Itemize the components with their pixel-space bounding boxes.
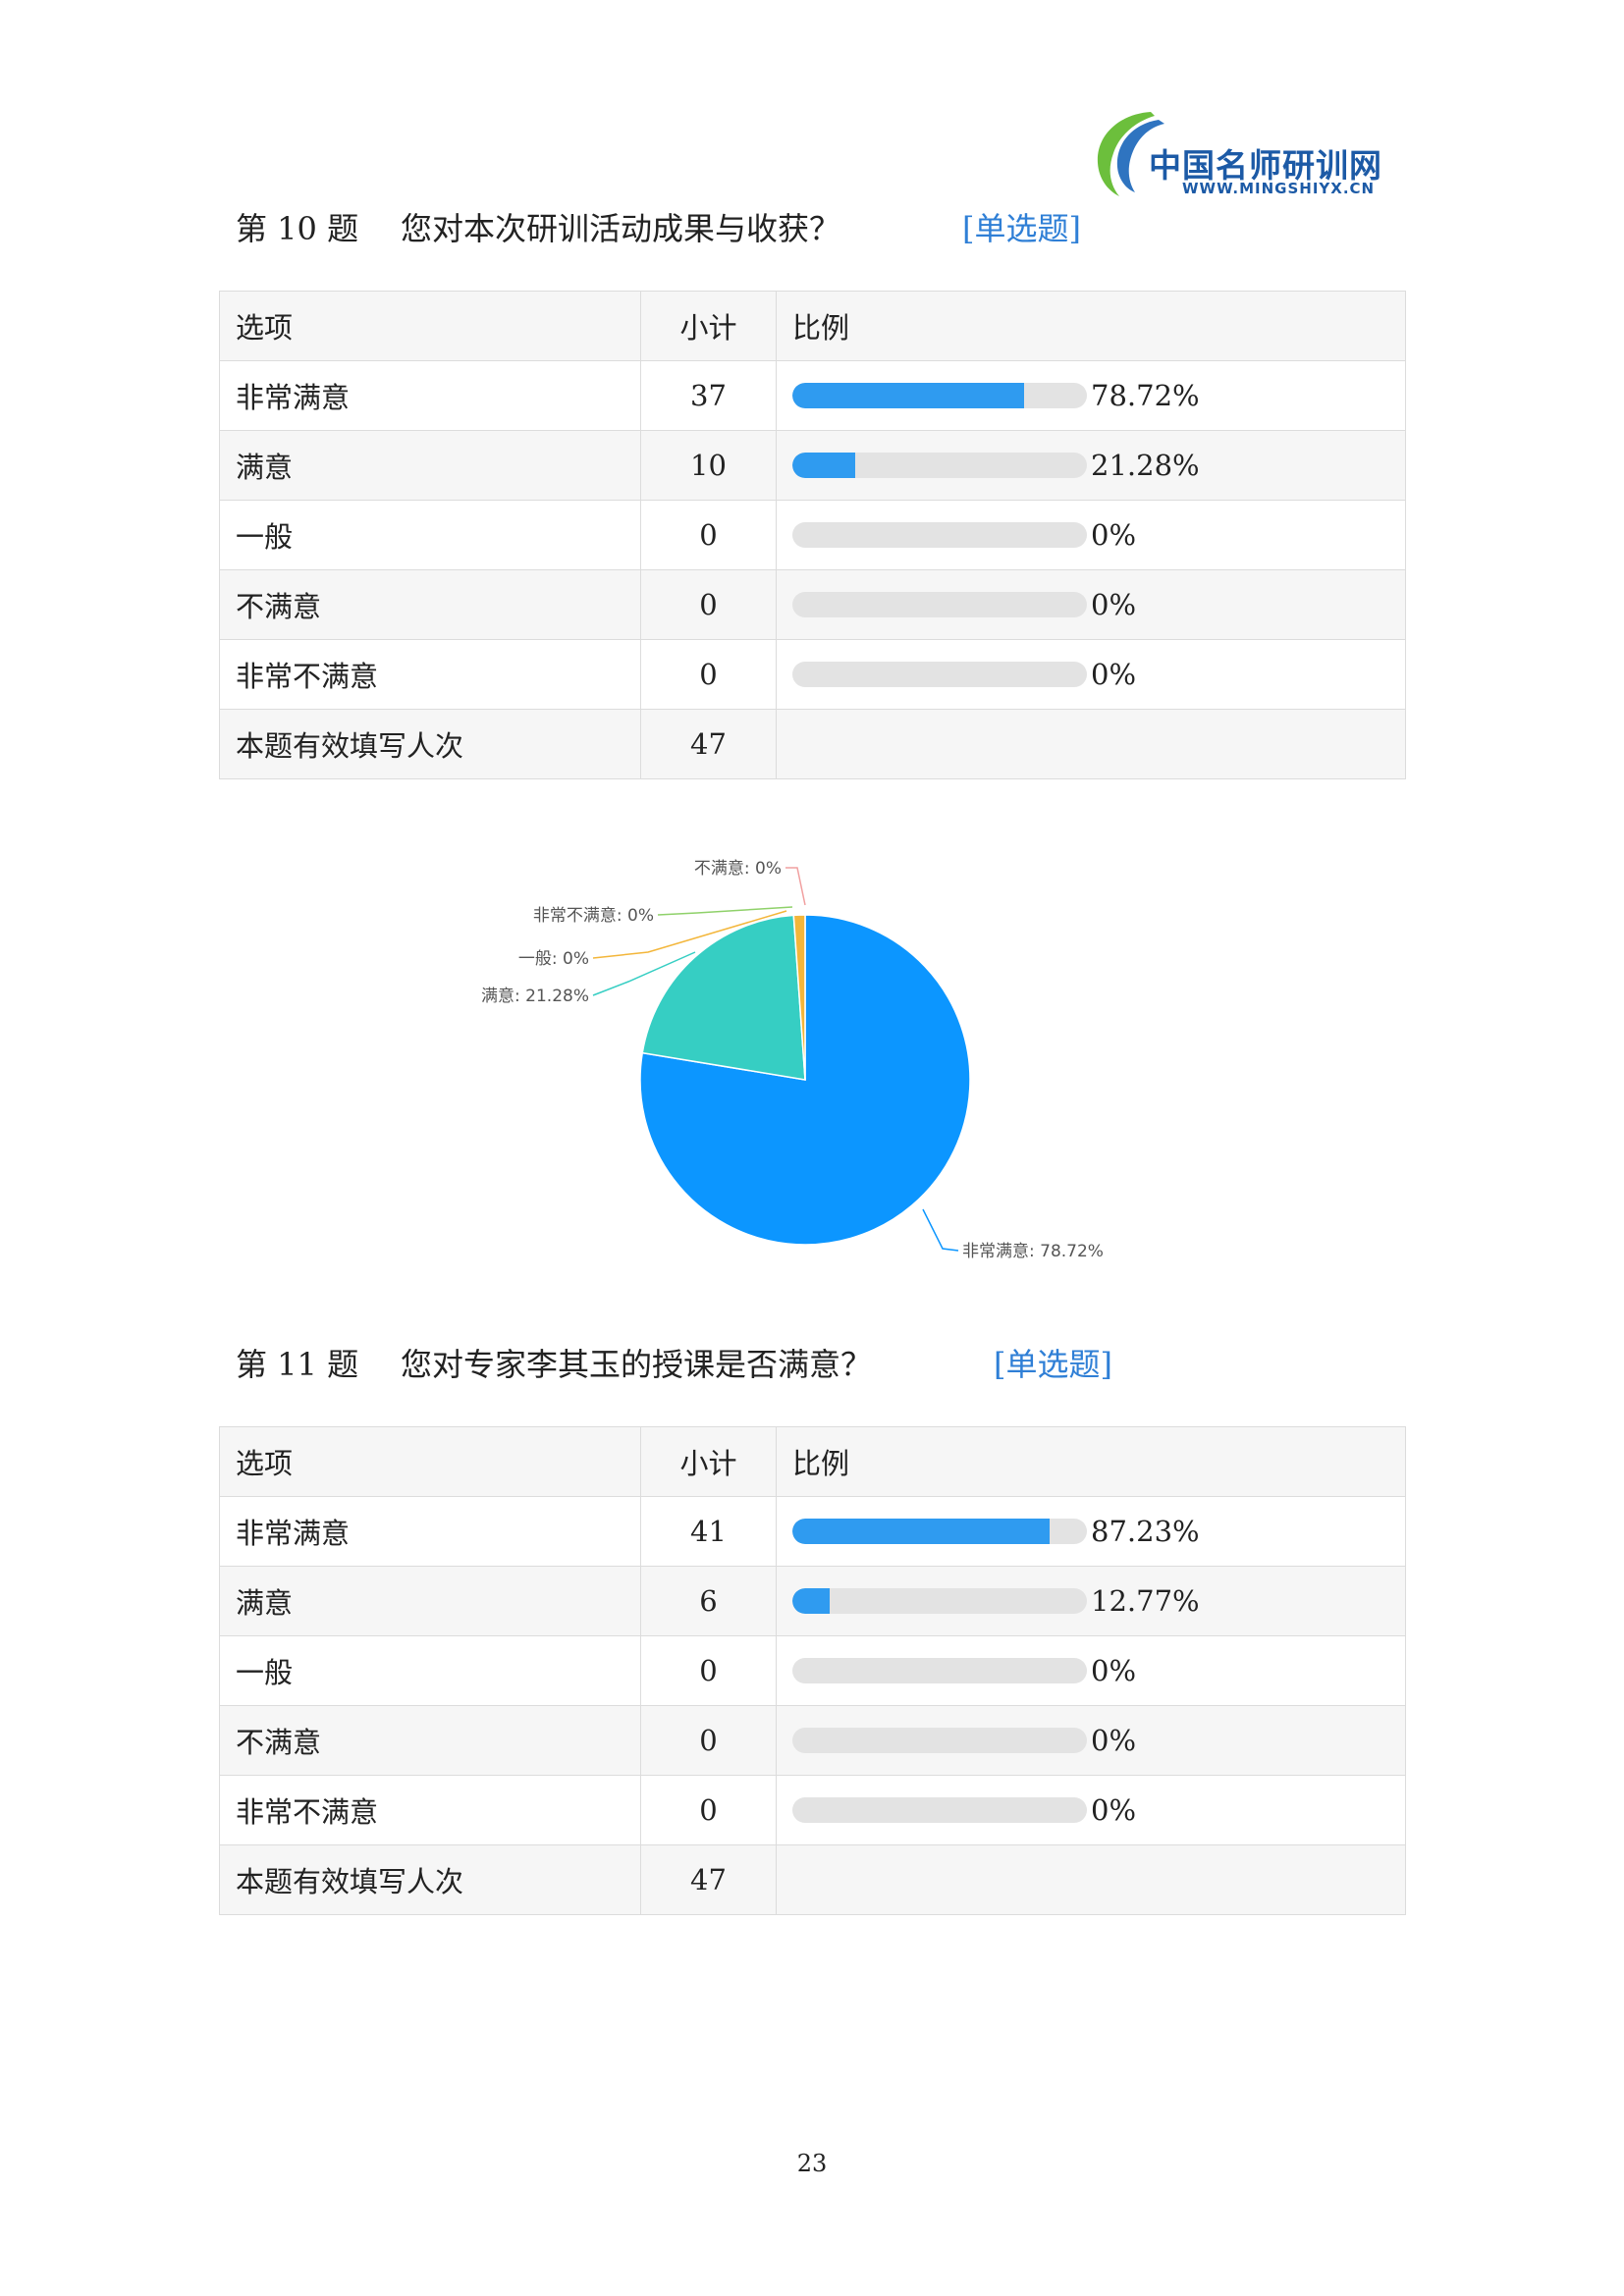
table-row: 非常满意 41 87.23% xyxy=(219,1496,1406,1567)
option-label: 满意 xyxy=(219,430,641,501)
ratio-bar xyxy=(792,1658,1087,1683)
table-total-row: 本题有效填写人次 47 xyxy=(219,1844,1406,1915)
question-11-type: [单选题] xyxy=(994,1346,1112,1383)
ratio-bar xyxy=(792,1728,1087,1753)
option-count: 0 xyxy=(640,569,777,640)
table-total-row: 本题有效填写人次 47 xyxy=(219,709,1406,779)
table-row: 一般 0 0% xyxy=(219,500,1406,570)
col-option-header: 选项 xyxy=(219,1426,641,1497)
ratio-percent: 0% xyxy=(1091,658,1137,691)
question-10-number: 第 10 题 xyxy=(236,210,359,247)
col-ratio-header: 比例 xyxy=(776,291,1406,361)
pie-leader-line-5 xyxy=(657,906,793,916)
page-number: 23 xyxy=(796,2150,828,2177)
table-header-row: 选项 小计 比例 xyxy=(219,1426,1406,1497)
logo-title: 中国名师研训网 xyxy=(1149,146,1382,185)
table-row: 不满意 0 0% xyxy=(219,1705,1406,1776)
pie-chart: 非常满意: 78.72% 满意: 21.28% 一般: 0% 非常不满意: 0% 不满意… xyxy=(481,859,1104,1261)
table-row: 一般 0 0% xyxy=(219,1635,1406,1706)
ratio-percent: 0% xyxy=(1091,1654,1137,1687)
ratio-bar xyxy=(792,592,1087,617)
ratio-bar xyxy=(792,1519,1087,1544)
ratio-bar xyxy=(792,662,1087,687)
table-row: 满意 6 12.77% xyxy=(219,1566,1406,1636)
ratio-percent: 78.72% xyxy=(1091,379,1200,412)
ratio-percent: 0% xyxy=(1091,1793,1137,1827)
option-count: 6 xyxy=(640,1566,777,1636)
option-count: 10 xyxy=(640,430,777,501)
question-11-table: 选项 小计 比例 非常满意 41 87.23% 满意 6 12.77% 一般 0… xyxy=(219,1426,1406,1915)
pie-label-1: 非常满意: 78.72% xyxy=(962,1242,1104,1261)
table-row: 不满意 0 0% xyxy=(219,569,1406,640)
col-count-header: 小计 xyxy=(640,291,777,361)
total-empty-cell xyxy=(776,709,1406,779)
option-count: 0 xyxy=(640,1635,777,1706)
option-label: 非常满意 xyxy=(219,360,641,431)
table-row: 非常不满意 0 0% xyxy=(219,1775,1406,1845)
pie-leader-line-3 xyxy=(592,910,787,959)
option-label: 非常满意 xyxy=(219,1496,641,1567)
option-count: 0 xyxy=(640,639,777,710)
pie-leader-line-1 xyxy=(922,1208,959,1252)
question-11-heading: 第 11 题 您对专家李其玉的授课是否满意？ xyxy=(236,1340,872,1385)
total-count: 47 xyxy=(640,709,777,779)
question-10-type: [单选题] xyxy=(962,210,1081,247)
pie-label-4: 不满意: 0% xyxy=(694,859,782,879)
col-option-header: 选项 xyxy=(219,291,641,361)
ratio-bar xyxy=(792,453,1087,478)
option-count: 0 xyxy=(640,1705,777,1776)
pie-slice-2 xyxy=(641,914,806,1081)
ratio-bar-fill xyxy=(792,1588,831,1614)
table-row: 非常不满意 0 0% xyxy=(219,639,1406,710)
total-label: 本题有效填写人次 xyxy=(219,1844,641,1915)
ratio-bar xyxy=(792,1588,1087,1614)
logo-swoosh-icon xyxy=(1097,112,1164,196)
ratio-bar-fill xyxy=(792,1519,1050,1544)
ratio-percent: 0% xyxy=(1091,1724,1137,1757)
ratio-bar-fill xyxy=(792,383,1025,408)
pie-leader-line-4 xyxy=(785,867,806,906)
ratio-percent: 0% xyxy=(1091,588,1137,621)
ratio-percent: 0% xyxy=(1091,518,1137,552)
ratio-percent: 21.28% xyxy=(1091,449,1200,482)
question-10-table: 选项 小计 比例 非常满意 37 78.72% 满意 10 21.28% 一般 … xyxy=(219,291,1406,779)
total-count: 47 xyxy=(640,1844,777,1915)
logo-url: WWW.MINGSHIYX.CN xyxy=(1182,180,1376,197)
ratio-bar xyxy=(792,522,1087,548)
option-count: 0 xyxy=(640,500,777,570)
table-row: 非常满意 37 78.72% xyxy=(219,360,1406,431)
option-label: 一般 xyxy=(219,1635,641,1706)
option-label: 非常不满意 xyxy=(219,1775,641,1845)
option-label: 一般 xyxy=(219,500,641,570)
option-label: 不满意 xyxy=(219,1705,641,1776)
option-label: 非常不满意 xyxy=(219,639,641,710)
ratio-percent: 12.77% xyxy=(1091,1584,1200,1618)
ratio-percent: 87.23% xyxy=(1091,1515,1200,1548)
question-11-title: 您对专家李其玉的授课是否满意？ xyxy=(401,1346,873,1383)
pie-leader-line-2 xyxy=(592,951,696,996)
table-row: 满意 10 21.28% xyxy=(219,430,1406,501)
col-ratio-header: 比例 xyxy=(776,1426,1406,1497)
question-10-title: 您对本次研训活动成果与收获？ xyxy=(401,210,841,247)
site-logo: 中国名师研训网 WWW.MINGSHIYX.CN xyxy=(1090,106,1394,204)
option-label: 满意 xyxy=(219,1566,641,1636)
ratio-bar xyxy=(792,1797,1087,1823)
pie-label-5: 非常不满意: 0% xyxy=(533,906,654,926)
table-header-row: 选项 小计 比例 xyxy=(219,291,1406,361)
total-empty-cell xyxy=(776,1844,1406,1915)
option-count: 37 xyxy=(640,360,777,431)
ratio-bar xyxy=(792,383,1087,408)
question-11-number: 第 11 题 xyxy=(236,1346,359,1383)
col-count-header: 小计 xyxy=(640,1426,777,1497)
option-count: 0 xyxy=(640,1775,777,1845)
pie-label-2: 满意: 21.28% xyxy=(481,987,589,1006)
option-label: 不满意 xyxy=(219,569,641,640)
question-10-heading: 第 10 题 您对本次研训活动成果与收获？ xyxy=(236,204,840,249)
pie-label-3: 一般: 0% xyxy=(518,949,589,969)
ratio-bar-fill xyxy=(792,453,855,478)
pie-slice-3 xyxy=(792,914,806,1081)
total-label: 本题有效填写人次 xyxy=(219,709,641,779)
option-count: 41 xyxy=(640,1496,777,1567)
